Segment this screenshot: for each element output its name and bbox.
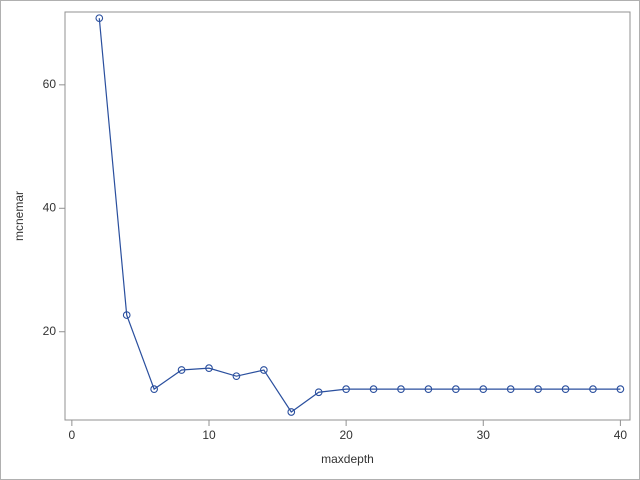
marker [369, 385, 378, 393]
marker [589, 385, 597, 393]
x-tick-label: 10 [202, 428, 216, 442]
marker [177, 366, 186, 374]
marker [561, 385, 570, 393]
y-tick-label: 20 [43, 324, 57, 338]
marker [451, 385, 460, 393]
plot-area [64, 11, 631, 421]
x-tick-label: 0 [69, 428, 76, 442]
marker [232, 372, 241, 381]
marker [205, 364, 213, 373]
marker [314, 388, 323, 397]
marker [342, 385, 350, 393]
marker [534, 385, 542, 393]
marker [424, 385, 433, 393]
line [98, 18, 621, 413]
marker [150, 385, 158, 393]
y-tick-label: 60 [43, 77, 57, 91]
y-axis-label: mcnemar [12, 191, 26, 241]
marker [287, 408, 296, 416]
marker [616, 385, 625, 393]
marker [479, 385, 488, 393]
x-axis-label: maxdepth [321, 452, 374, 466]
marker [506, 385, 515, 393]
marker [95, 14, 104, 23]
marker [122, 311, 131, 319]
x-tick-label: 40 [614, 428, 628, 442]
y-tick-label: 40 [43, 200, 57, 214]
marker [397, 385, 405, 393]
x-tick-label: 20 [339, 428, 353, 442]
marker [259, 366, 268, 374]
x-tick-label: 30 [477, 428, 491, 442]
